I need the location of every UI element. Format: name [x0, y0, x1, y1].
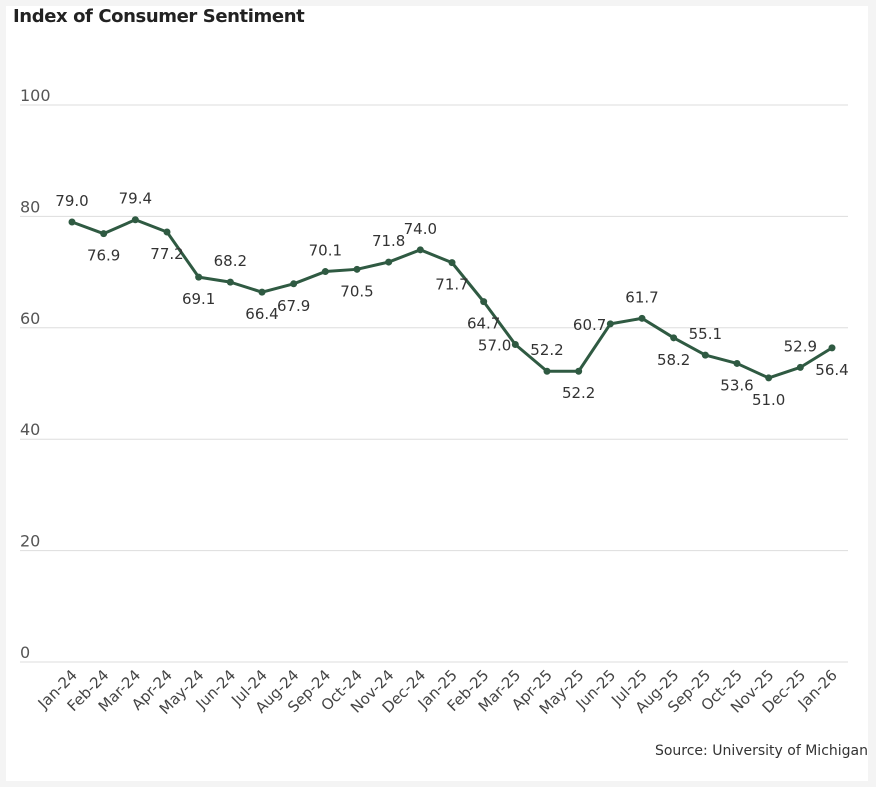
- data-label: 67.9: [277, 297, 310, 315]
- data-label: 71.7: [435, 276, 468, 294]
- data-label: 51.0: [752, 391, 785, 409]
- y-tick-label: 80: [20, 197, 40, 216]
- data-label: 56.4: [815, 361, 848, 379]
- data-point: [828, 344, 836, 352]
- source-note: Source: University of Michigan: [654, 743, 868, 759]
- data-point: [511, 341, 519, 349]
- data-label: 64.7: [467, 315, 500, 333]
- data-point: [68, 218, 76, 226]
- data-label: 55.1: [689, 325, 722, 343]
- data-label: 79.0: [55, 192, 88, 210]
- data-point: [290, 280, 298, 288]
- data-series: [68, 216, 836, 382]
- data-point: [416, 246, 424, 254]
- y-tick-label: 40: [20, 420, 40, 439]
- data-point: [733, 359, 741, 367]
- x-axis-tick-labels: Jan-24Feb-24Mar-24Apr-24May-24Jun-24Jul-…: [34, 666, 841, 718]
- data-label: 74.0: [404, 220, 437, 238]
- y-tick-label: 100: [20, 86, 51, 105]
- data-point: [258, 288, 266, 296]
- data-label: 76.9: [87, 247, 120, 265]
- data-point: [321, 268, 329, 276]
- data-labels: 79.0 76.9 79.4 77.2 69.1 68.2 66.467.9 70.1 70.5…: [55, 190, 848, 409]
- data-label: 52.2: [562, 384, 595, 402]
- data-label: 71.8: [372, 232, 405, 250]
- chart-title: Index of Consumer Sentiment: [13, 6, 305, 27]
- gridlines: [20, 104, 848, 663]
- data-point: [448, 259, 456, 267]
- data-point: [353, 265, 361, 273]
- data-point: [606, 320, 614, 328]
- data-label: 53.6: [720, 376, 753, 394]
- data-label: 70.1: [309, 242, 342, 260]
- data-label: 69.1: [182, 290, 215, 308]
- data-label: 52.2: [530, 341, 563, 359]
- data-point: [163, 228, 171, 236]
- data-label: 60.7: [573, 316, 606, 334]
- data-point: [195, 273, 203, 281]
- data-point: [480, 298, 488, 306]
- data-point: [670, 334, 678, 342]
- data-label: 52.9: [784, 337, 817, 355]
- data-label: 58.2: [657, 351, 690, 369]
- data-point: [100, 230, 108, 238]
- data-label: 61.7: [625, 288, 658, 306]
- data-point: [765, 374, 773, 382]
- data-label: 68.2: [214, 252, 247, 270]
- data-label: 70.5: [340, 282, 373, 300]
- y-axis-tick-labels: 0 20 40 60 80 100: [20, 86, 51, 662]
- y-tick-label: 20: [20, 532, 40, 551]
- data-label: 79.4: [119, 190, 152, 208]
- data-point: [796, 363, 804, 371]
- chart-card: [6, 6, 868, 781]
- data-point: [543, 367, 551, 375]
- data-label: 66.4: [245, 305, 278, 323]
- data-point: [131, 216, 139, 224]
- data-point: [701, 351, 709, 359]
- y-tick-label: 60: [20, 309, 40, 328]
- data-point: [575, 367, 583, 375]
- data-point: [638, 314, 646, 322]
- data-point: [385, 258, 393, 266]
- data-label: 57.0: [478, 337, 511, 355]
- data-point: [226, 278, 234, 286]
- data-label: 77.2: [150, 245, 183, 263]
- y-tick-label: 0: [20, 643, 30, 662]
